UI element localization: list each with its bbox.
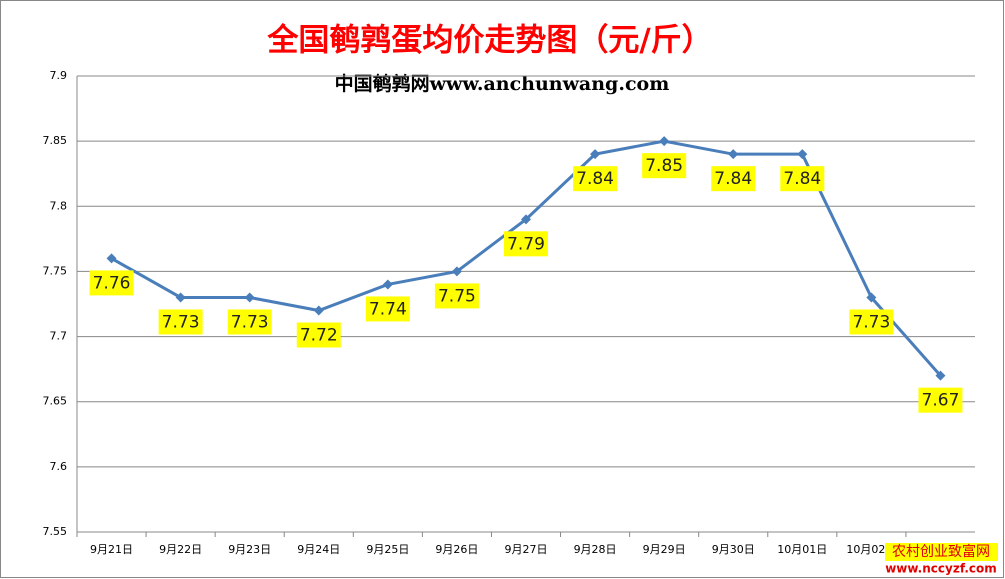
- data-label: 7.84: [714, 169, 752, 189]
- watermark: 农村创业致富网: [892, 543, 990, 560]
- x-tick-label: 9月28日: [574, 543, 617, 556]
- data-label: 7.76: [93, 273, 131, 293]
- y-tick-label: 7.6: [50, 460, 68, 473]
- y-tick-label: 7.9: [50, 69, 68, 82]
- marker: [175, 292, 186, 303]
- label-bg: [158, 309, 203, 335]
- data-label: 7.67: [922, 391, 960, 411]
- chart-subtitle: 中国鹌鹑网www.anchunwang.com: [335, 72, 670, 95]
- label-bg: [849, 309, 894, 335]
- x-tick-label: 10月02日: [846, 543, 896, 556]
- x-tick-label: 10月01日: [777, 543, 827, 556]
- y-tick-label: 7.65: [43, 395, 68, 408]
- label-bg: [227, 309, 272, 335]
- marker: [866, 292, 877, 303]
- label-bg: [642, 153, 687, 179]
- label-bg: [365, 296, 410, 322]
- y-tick-label: 7.55: [43, 525, 68, 538]
- watermark-url: www.nccyzf.com: [885, 562, 997, 576]
- marker: [451, 266, 462, 277]
- y-tick-label: 7.85: [43, 134, 68, 147]
- marker: [935, 370, 946, 381]
- marker: [659, 136, 670, 147]
- label-bg: [89, 270, 134, 296]
- x-tick-label: 9月26日: [435, 543, 478, 556]
- data-label: 7.73: [852, 312, 890, 332]
- data-label: 7.75: [438, 286, 476, 306]
- x-tick-label: 9月24日: [297, 543, 340, 556]
- label-bg: [573, 166, 618, 192]
- x-tick-label: 9月27日: [505, 543, 548, 556]
- label-bg: [711, 166, 756, 192]
- x-tick-label: 9月30日: [712, 543, 755, 556]
- marker: [728, 149, 739, 160]
- data-label: 7.73: [231, 312, 269, 332]
- marker: [313, 305, 324, 316]
- data-label: 7.74: [369, 299, 407, 319]
- marker: [797, 149, 808, 160]
- y-tick-label: 7.7: [50, 330, 68, 343]
- marker: [244, 292, 255, 303]
- x-tick-label: 9月21日: [90, 543, 133, 556]
- data-label: 7.84: [783, 169, 821, 189]
- data-label: 7.84: [576, 169, 614, 189]
- watermark-bg: [885, 543, 998, 561]
- x-tick-label: 9月23日: [228, 543, 271, 556]
- x-tick-label: 9月25日: [366, 543, 409, 556]
- marker: [521, 214, 531, 225]
- label-bg: [504, 231, 548, 257]
- marker: [106, 253, 117, 264]
- data-label: 7.79: [507, 234, 545, 254]
- chart-title: 全国鹌鹑蛋均价走势图（元/斤）: [266, 23, 712, 59]
- marker: [590, 149, 601, 160]
- data-label: 7.72: [300, 326, 338, 346]
- y-tick-label: 7.75: [43, 264, 68, 277]
- x-tick-label: 9月29日: [643, 543, 686, 556]
- label-bg: [780, 166, 825, 192]
- x-tick-label: 9月22日: [159, 543, 202, 556]
- data-label: 7.73: [162, 312, 200, 332]
- label-bg: [918, 387, 963, 413]
- y-tick-label: 7.8: [50, 199, 68, 212]
- label-bg: [296, 322, 341, 348]
- marker: [382, 279, 393, 290]
- label-bg: [434, 283, 479, 309]
- data-label: 7.85: [645, 156, 683, 176]
